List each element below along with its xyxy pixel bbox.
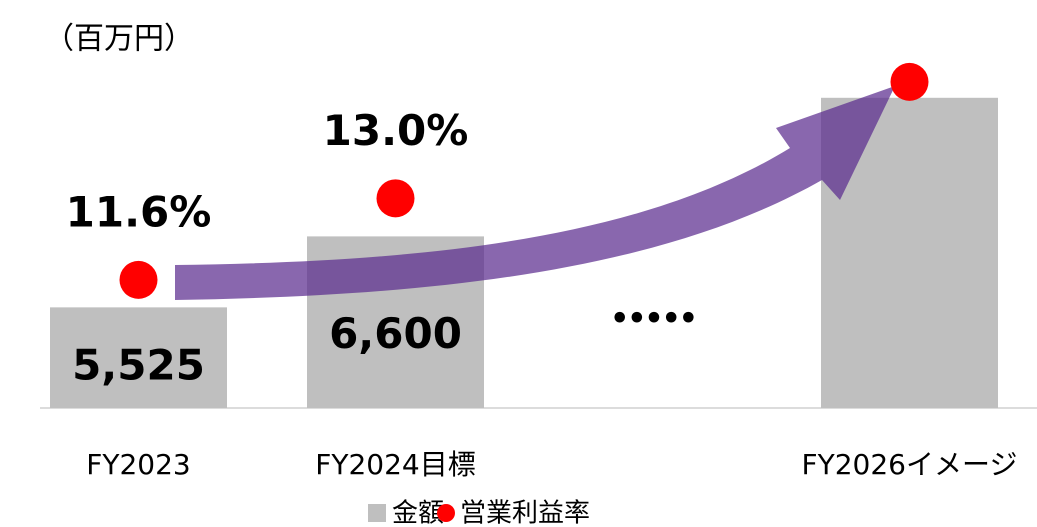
legend-swatch xyxy=(437,504,455,522)
bar-value-label: 6,600 xyxy=(329,309,462,358)
legend-label: 金額 xyxy=(392,499,444,527)
bar-value-label: 5,525 xyxy=(72,341,205,390)
margin-dot xyxy=(890,62,929,101)
legend-label: 営業利益率 xyxy=(460,499,590,527)
x-tick-label: FY2023 xyxy=(86,448,190,481)
legend-swatch xyxy=(368,504,386,522)
margin-dot xyxy=(119,260,158,299)
margin-value-label: 11.6% xyxy=(66,187,212,236)
x-tick-label: FY2026イメージ xyxy=(802,448,1018,481)
growth-arrow xyxy=(175,86,895,300)
margin-dot xyxy=(376,179,415,218)
unit-label: （百万円） xyxy=(44,22,194,57)
ellipsis: ••••• xyxy=(610,302,696,337)
overlay: 5,525 11.6% 6,600 13.0% xyxy=(66,62,929,390)
x-tick-label: FY2024目標 xyxy=(315,448,475,481)
bar xyxy=(50,307,227,408)
margin-value-label: 13.0% xyxy=(323,106,469,155)
